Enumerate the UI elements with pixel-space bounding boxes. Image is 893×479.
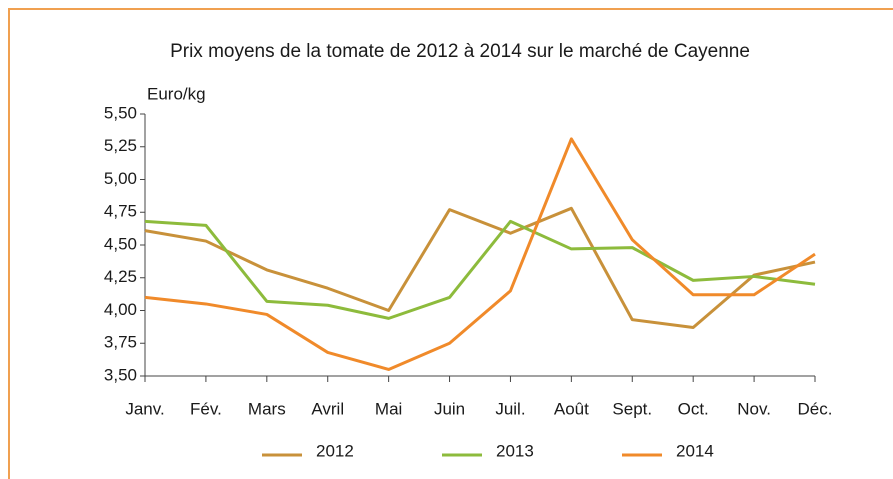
x-tick-label: Mars [248, 399, 286, 418]
y-tick-label: 5,00 [104, 169, 137, 188]
x-tick-label: Mai [375, 399, 402, 418]
y-tick-label: 4,00 [104, 300, 137, 319]
x-tick-label: Août [554, 399, 589, 418]
x-tick-label: Nov. [737, 399, 771, 418]
x-tick-label: Janv. [125, 399, 164, 418]
x-tick-label: Sept. [612, 399, 652, 418]
series-line [144, 137, 816, 371]
x-tick-label: Fév. [190, 399, 222, 418]
series-line [144, 219, 816, 320]
y-tick-label: 5,50 [104, 103, 137, 122]
legend-label: 2014 [676, 441, 714, 460]
series-line [144, 206, 816, 330]
x-tick-label: Déc. [798, 399, 833, 418]
y-axis-label: Euro/kg [147, 84, 206, 103]
frame [8, 8, 893, 479]
x-tick-label: Avril [311, 399, 344, 418]
x-tick-label: Oct. [678, 399, 709, 418]
y-tick-label: 4,25 [104, 267, 137, 286]
y-tick-label: 3,75 [104, 333, 137, 352]
y-tick-label: 4,50 [104, 234, 137, 253]
legend-label: 2013 [496, 441, 534, 460]
y-tick-label: 5,25 [104, 136, 137, 155]
x-tick-label: Juil. [495, 399, 525, 418]
y-tick-label: 3,50 [104, 365, 137, 384]
legend-label: 2012 [316, 441, 354, 460]
chart-title: Prix moyens de la tomate de 2012 à 2014 … [170, 41, 750, 62]
y-tick-label: 4,75 [104, 202, 137, 221]
x-tick-label: Juin [434, 399, 465, 418]
